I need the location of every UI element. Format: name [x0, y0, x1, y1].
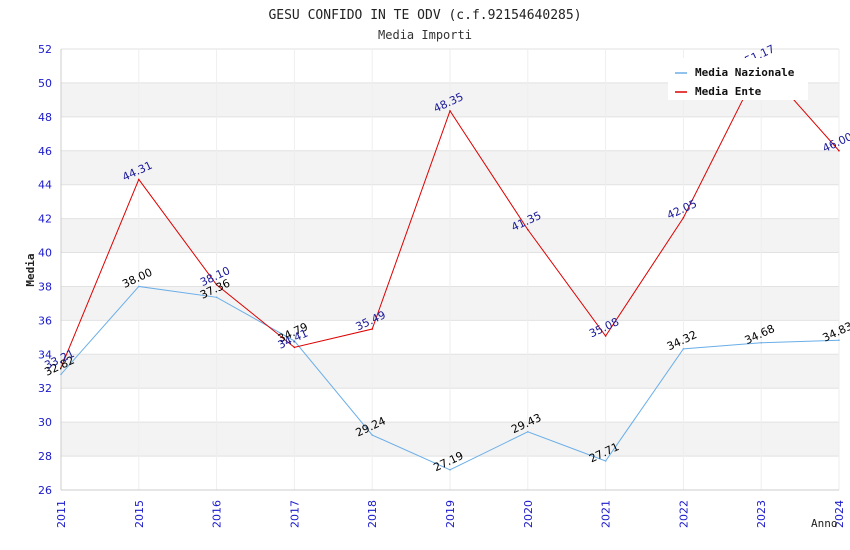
data-point — [838, 149, 840, 152]
x-axis-label: Anno — [811, 517, 838, 530]
x-tick-label: 2015 — [133, 500, 146, 528]
data-point — [604, 335, 607, 337]
data-point — [371, 434, 374, 436]
chart-subtitle: Media Importi — [378, 28, 472, 42]
x-tick-label: 2011 — [55, 500, 68, 528]
y-tick-label: 38 — [38, 280, 52, 293]
data-point — [682, 348, 685, 350]
x-tick-label: 2024 — [833, 500, 846, 528]
y-tick-label: 50 — [38, 77, 52, 90]
y-tick-label: 40 — [38, 247, 52, 260]
data-point — [682, 216, 685, 219]
legend-entry: Media Nazionale — [695, 66, 795, 79]
y-axis-ticks: 26 28 30 32 34 36 38 40 42 44 46 48 50 52 — [38, 43, 52, 497]
axes — [60, 49, 839, 491]
x-tick-label: 2022 — [677, 500, 690, 528]
y-tick-label: 44 — [38, 179, 52, 192]
data-point — [60, 373, 62, 376]
data-point — [215, 283, 218, 286]
data-point — [215, 296, 218, 299]
data-point — [60, 366, 62, 369]
data-point — [760, 341, 762, 344]
y-tick-label: 30 — [38, 416, 52, 429]
x-tick-label: 2017 — [288, 500, 301, 528]
y-axis-label: Media — [24, 253, 37, 286]
y-tick-label: 34 — [38, 348, 52, 361]
data-point — [293, 340, 296, 342]
data-point — [138, 178, 140, 181]
x-tick-label: 2019 — [444, 500, 457, 528]
legend-box — [668, 58, 808, 100]
legend-entry: Media Ente — [695, 85, 762, 98]
legend: Media Nazionale Media Ente — [668, 58, 808, 100]
y-tick-label: 48 — [38, 111, 52, 124]
data-point — [449, 110, 451, 112]
y-tick-label: 36 — [38, 314, 52, 327]
y-tick-label: 26 — [38, 484, 52, 497]
x-axis-ticks: 2011 2015 2016 2017 2018 2019 2020 2021 2022 2023… — [55, 500, 846, 528]
x-tick-label: 2020 — [522, 500, 535, 528]
data-point — [293, 346, 296, 349]
x-tick-label: 2018 — [366, 500, 379, 528]
y-tick-label: 32 — [38, 382, 52, 395]
y-tick-label: 46 — [38, 145, 52, 158]
y-tick-label: 42 — [38, 213, 52, 226]
data-point — [604, 460, 607, 462]
grid-lines — [60, 48, 840, 491]
y-tick-label: 28 — [38, 450, 52, 463]
data-point — [371, 328, 374, 330]
x-tick-label: 2023 — [755, 500, 768, 528]
data-point — [527, 431, 529, 433]
data-point — [449, 469, 451, 471]
x-tick-label: 2016 — [211, 500, 224, 528]
y-tick-label: 52 — [38, 43, 52, 56]
data-point — [838, 339, 840, 342]
data-point — [138, 285, 140, 288]
x-tick-label: 2021 — [600, 500, 613, 528]
data-point — [527, 228, 529, 231]
chart-title: GESU CONFIDO IN TE ODV (c.f.92154640285) — [268, 8, 581, 23]
series-lines — [60, 62, 840, 471]
